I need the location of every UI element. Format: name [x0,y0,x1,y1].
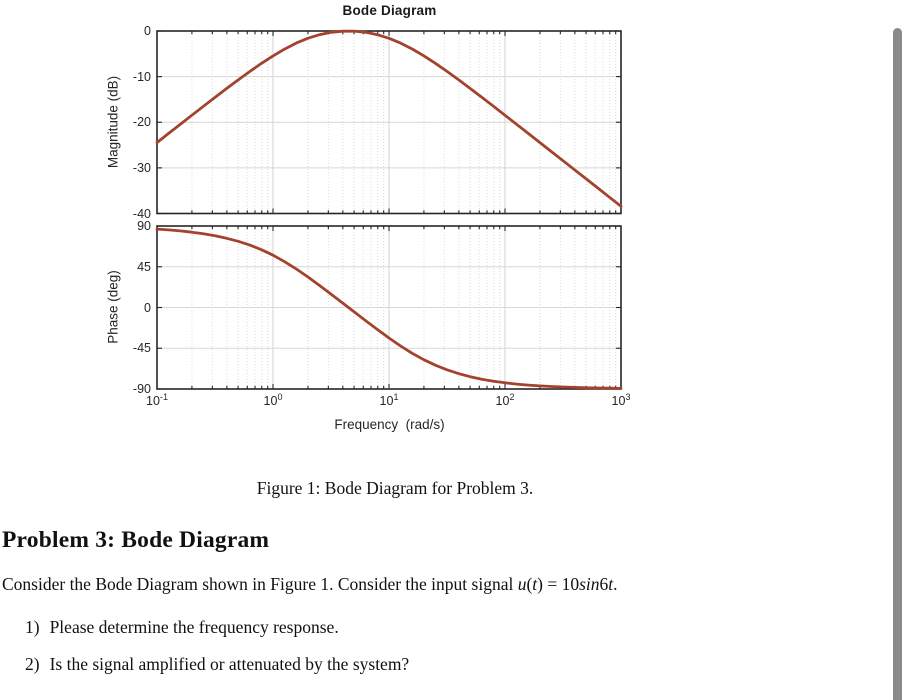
x-tick-label: 103 [611,392,631,409]
bode-figure [155,29,623,390]
x-tick-label: 102 [495,392,515,409]
magnitude-axis-label: Magnitude (dB) [105,75,121,169]
mag-ytick-label: -20 [132,115,151,130]
magnitude-curve [155,29,623,208]
problem-intro: Consider the Bode Diagram shown in Figur… [2,574,618,594]
phase-ytick-label: 0 [144,300,151,315]
math-u: u [517,574,527,594]
phase-plot [155,225,623,390]
x-tick-label: 10-1 [146,392,168,409]
phase-ytick-label: -90 [132,382,151,396]
x-tick-label: 100 [263,392,283,409]
mag-ytick-label: -30 [132,160,151,175]
item-number: 2) [25,654,40,674]
problem-heading: Problem 3: Bode Diagram [2,527,270,553]
magnitude-plot [155,29,623,215]
item-text: Please determine the frequency response. [49,617,339,637]
phase-ytick-label: 45 [137,259,151,274]
figure-caption: Figure 1: Bode Diagram for Problem 3. [256,478,534,498]
chart-title: Bode Diagram [342,3,437,18]
item-text: Is the signal amplified or attenuated by… [49,654,410,674]
phase-ytick-label: -45 [132,341,151,356]
mag-ytick-label: -40 [132,206,151,221]
problem-item-2: 2) Is the signal amplified or attenuated … [25,654,409,675]
x-tick-label: 101 [379,392,399,409]
frequency-axis-label: Frequency (rad/s) [334,417,445,432]
scrollbar-thumb[interactable] [893,28,902,700]
mag-ytick-label: 0 [144,24,151,38]
phase-ytick-label: 90 [137,219,151,233]
mag-ytick-label: -10 [132,69,151,84]
problem-item-1: 1) Please determine the frequency respons… [25,617,339,638]
item-number: 1) [25,617,40,637]
phase-curve [155,227,623,390]
phase-axis-label: Phase (deg) [105,270,121,344]
